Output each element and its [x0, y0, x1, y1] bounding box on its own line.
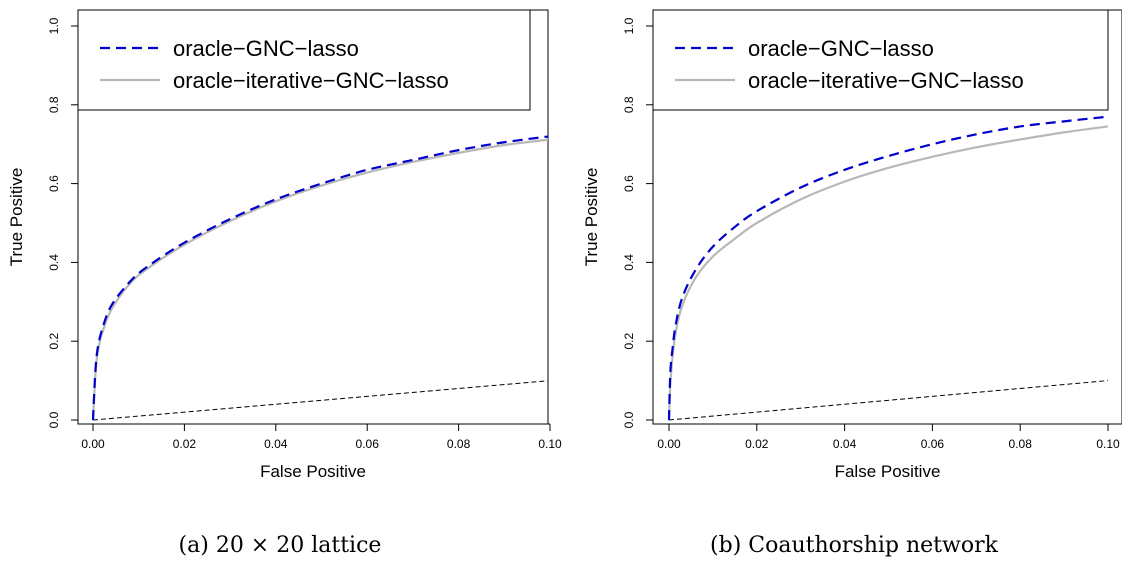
legend-box — [652, 9, 1109, 111]
legend-label: oracle−iterative−GNC−lasso — [173, 68, 449, 93]
series-lines — [667, 115, 1109, 421]
legend-label: oracle−GNC−lasso — [173, 36, 359, 61]
reference-diagonal-line — [92, 380, 548, 421]
legend-label: oracle−iterative−GNC−lasso — [748, 68, 1024, 93]
x-tick-label: 0.08 — [1009, 437, 1033, 451]
y-tick-label: 0.4 — [622, 254, 636, 271]
y-tick-label: 0.4 — [47, 254, 61, 271]
y-tick-label: 0.2 — [622, 333, 636, 350]
y-tick-label: 0.8 — [622, 96, 636, 113]
chart-panel-a: 0.00 0.02 0.04 0.06 0.08 0.10 0.0 0.2 0.4 0.6 0.8 1… — [7, 9, 562, 481]
x-tick-label: 0.04 — [833, 437, 857, 451]
x-tick-label: 0.10 — [538, 437, 562, 451]
y-tick-label: 0.8 — [47, 96, 61, 113]
caption-b: (b) Coauthorship network — [710, 533, 999, 558]
x-tick-label: 0.08 — [447, 437, 471, 451]
x-tick-label: 0.06 — [356, 437, 380, 451]
x-tick-label: 0.10 — [1096, 437, 1120, 451]
y-tick-label: 0.0 — [47, 411, 61, 428]
legend: oracle−GNC−lasso oracle−iterative−GNC−las… — [77, 9, 531, 111]
series-line-oracle-iterative-gnc-lasso — [667, 125, 1109, 421]
series-line-oracle-iterative-gnc-lasso — [91, 138, 548, 421]
y-tick-label: 1.0 — [47, 17, 61, 34]
y-tick-label: 0.2 — [47, 333, 61, 350]
x-tick-label: 0.04 — [264, 437, 288, 451]
series-line-oracle-gnc-lasso — [667, 115, 1109, 421]
y-tick-label: 1.0 — [622, 17, 636, 34]
x-tick-label: 0.00 — [657, 437, 681, 451]
x-tick-label: 0.02 — [745, 437, 769, 451]
y-axis-title: True Positive — [7, 168, 26, 267]
caption-a: (a) 20 × 20 lattice — [179, 533, 382, 558]
series-line-oracle-gnc-lasso — [91, 135, 548, 421]
series-lines — [91, 135, 548, 421]
legend-box — [77, 9, 531, 111]
legend: oracle−GNC−lasso oracle−iterative−GNC−las… — [652, 9, 1109, 111]
x-tick-label: 0.02 — [173, 437, 197, 451]
y-tick-label: 0.0 — [622, 411, 636, 428]
chart-panel-b: 0.00 0.02 0.04 0.06 0.08 0.10 0.0 0.2 0.4 0.6 0.8 1… — [582, 9, 1122, 481]
x-tick-label: 0.00 — [81, 437, 105, 451]
y-axis-title: True Positive — [582, 168, 601, 267]
legend-label: oracle−GNC−lasso — [748, 36, 934, 61]
reference-diagonal-line — [668, 380, 1109, 421]
x-axis-title: False Positive — [260, 462, 366, 481]
x-tick-label: 0.06 — [921, 437, 945, 451]
y-tick-label: 0.6 — [622, 175, 636, 192]
y-tick-label: 0.6 — [47, 175, 61, 192]
x-axis-title: False Positive — [835, 462, 941, 481]
